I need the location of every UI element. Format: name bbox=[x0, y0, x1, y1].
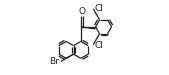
Text: Cl: Cl bbox=[94, 41, 103, 50]
Text: O: O bbox=[79, 7, 86, 16]
Text: Cl: Cl bbox=[95, 4, 104, 13]
Text: Br: Br bbox=[49, 57, 59, 66]
